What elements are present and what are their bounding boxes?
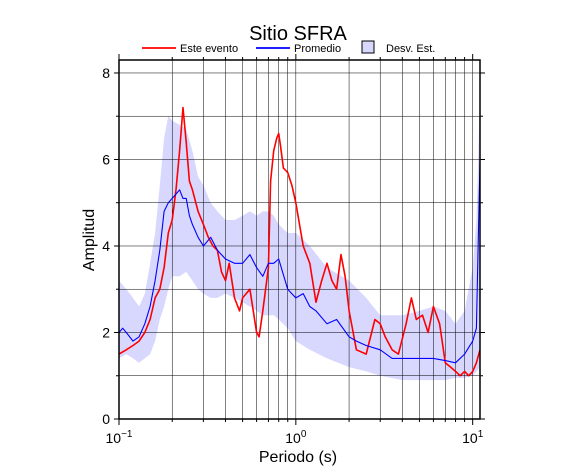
x-tick-label: 10−1 <box>106 429 133 446</box>
legend-label-0: Este evento <box>180 43 238 55</box>
legend-swatch-2 <box>361 40 375 54</box>
x-tick-label: 100 <box>285 429 307 446</box>
x-tick-label: 101 <box>462 429 484 446</box>
y-tick-label: 6 <box>102 151 110 167</box>
plot-area: 0 2 4 6 8 10−1 100 101 <box>102 54 485 446</box>
legend-label-1: Promedio <box>294 43 341 55</box>
x-axis-title: Periodo (s) <box>259 449 337 466</box>
chart-title: Sitio SFRA <box>249 23 347 45</box>
grid <box>118 60 480 419</box>
std-dev-band <box>119 94 480 381</box>
y-tick-label: 8 <box>102 65 110 81</box>
legend: Este evento Promedio Desv. Est. <box>142 40 435 55</box>
y-axis-title: Amplitud <box>81 209 98 271</box>
y-tick-label: 0 <box>102 411 110 427</box>
plot-frame <box>118 59 481 420</box>
y-tick-label: 2 <box>102 324 110 340</box>
series-line-promedio <box>119 159 480 364</box>
y-tick-label: 4 <box>102 238 110 254</box>
series-line-este-evento <box>119 106 480 377</box>
legend-label-2: Desv. Est. <box>386 43 435 55</box>
